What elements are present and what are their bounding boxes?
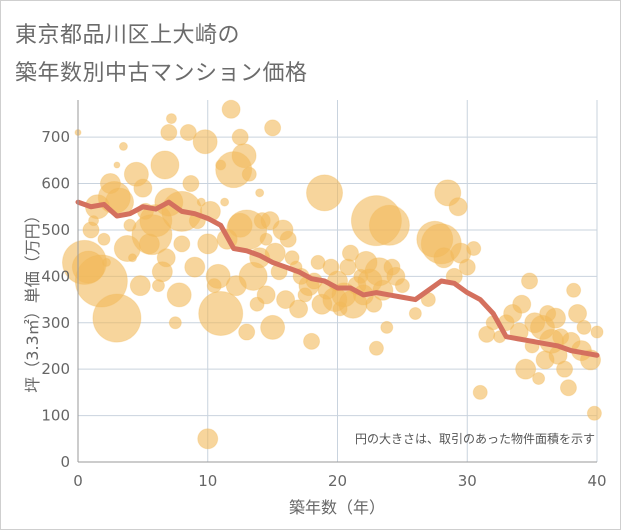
bubble-point xyxy=(129,275,151,297)
bubble-point xyxy=(156,248,176,268)
bubble-point xyxy=(590,325,604,339)
bubble-point xyxy=(521,272,539,290)
x-axis-title: 築年数（年） xyxy=(289,498,385,517)
y-tick-label: 200 xyxy=(41,360,70,378)
bubble-point xyxy=(264,119,282,137)
bubble-point xyxy=(341,244,359,262)
bubble-point xyxy=(568,303,588,323)
bubble-point xyxy=(408,306,422,320)
bubble-point xyxy=(127,253,137,263)
bubble-point xyxy=(365,295,383,313)
bubble-point xyxy=(256,285,276,305)
bubble-point xyxy=(458,258,476,276)
bubble-point xyxy=(368,204,410,246)
bubble-point xyxy=(380,320,394,334)
bubble-point xyxy=(339,258,357,276)
bubble-point xyxy=(184,256,206,278)
bubble-point xyxy=(173,235,191,253)
y-tick-label: 300 xyxy=(41,314,70,332)
bubble-point xyxy=(133,178,153,198)
y-axis-title: 坪（3.3㎡）単価（万円） xyxy=(23,207,42,392)
bubble-point xyxy=(182,175,200,193)
bubble-point xyxy=(198,290,244,336)
bubble-point xyxy=(221,99,241,119)
bubble-point xyxy=(556,360,574,378)
bubble-point xyxy=(306,174,344,212)
bubble-point xyxy=(532,371,546,385)
bubble-point xyxy=(289,299,309,319)
y-tick-label: 500 xyxy=(41,221,70,239)
bubble-point xyxy=(150,150,180,180)
bubble-point xyxy=(241,166,257,182)
bubble-point xyxy=(394,278,410,294)
bubble-point xyxy=(166,282,192,308)
bubble-point xyxy=(586,405,602,421)
bubble-point xyxy=(576,319,592,335)
bubble-point xyxy=(368,340,384,356)
x-tick-label: 0 xyxy=(73,472,83,490)
bubble-point xyxy=(448,197,468,217)
bubble-point xyxy=(220,197,230,207)
bubble-point xyxy=(192,129,218,155)
bubble-point xyxy=(559,379,577,397)
bubble-point xyxy=(231,143,257,169)
bubble-point xyxy=(197,428,219,450)
size-legend-annotation: 円の大きさは、取引のあった物件面積を示す xyxy=(355,431,595,446)
bubble-point xyxy=(512,294,532,314)
bubble-point xyxy=(160,123,178,141)
x-tick-label: 20 xyxy=(328,472,347,490)
trend-line xyxy=(75,199,600,358)
bubble-point xyxy=(472,384,488,400)
bubble-point xyxy=(92,293,142,343)
bubble-point xyxy=(97,232,111,246)
bubble-layer xyxy=(61,99,604,450)
bubble-point xyxy=(259,232,273,246)
bubble-point xyxy=(238,323,256,341)
bubble-point xyxy=(196,197,206,207)
bubble-point xyxy=(205,263,231,289)
trend-line-layer xyxy=(75,199,600,358)
bubble-point xyxy=(466,241,482,257)
bubble-point xyxy=(118,141,128,151)
bubble-point xyxy=(276,290,296,310)
bubble-point xyxy=(197,233,219,255)
x-tick-label: 10 xyxy=(198,472,217,490)
bubble-point xyxy=(515,358,537,380)
bubble-point xyxy=(544,307,566,329)
bubble-point xyxy=(255,188,265,198)
y-tick-label: 0 xyxy=(60,453,70,471)
bubble-point xyxy=(165,113,177,125)
bubble-point xyxy=(303,332,321,350)
chart-title-line1: 東京都品川区上大崎の xyxy=(15,23,241,48)
y-tick-label: 700 xyxy=(41,128,70,146)
bubble-point xyxy=(168,316,182,330)
bubble-point xyxy=(279,230,297,248)
y-tick-label: 600 xyxy=(41,175,70,193)
bubble-point xyxy=(260,314,286,340)
axis-layer: 0 100 200 300 400 500 600 700 0 10 20 30 40 xyxy=(41,100,607,490)
bubble-point xyxy=(102,257,112,267)
x-tick-label: 40 xyxy=(587,472,606,490)
bubble-point xyxy=(113,161,121,169)
y-tick-label: 100 xyxy=(41,407,70,425)
x-tick-label: 30 xyxy=(458,472,477,490)
bubble-point xyxy=(231,128,249,146)
bubble-point xyxy=(179,123,197,141)
y-tick-label: 400 xyxy=(41,267,70,285)
bubble-point xyxy=(566,282,582,298)
chart-title-line2: 築年数別中古マンション価格 xyxy=(15,61,308,86)
